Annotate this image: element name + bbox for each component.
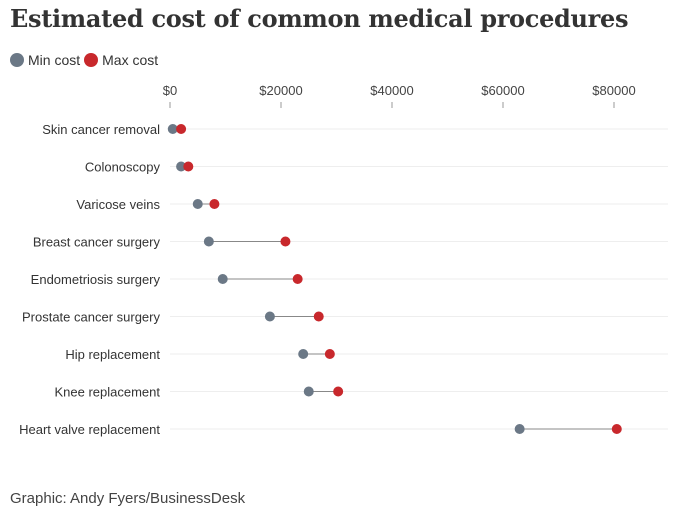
min-cost-point — [264, 311, 275, 322]
max-cost-point — [292, 274, 303, 284]
min-cost-point — [167, 124, 178, 134]
min-cost-point — [514, 424, 525, 434]
category-label: Endometriosis surgery — [31, 272, 161, 287]
max-cost-point — [313, 311, 324, 322]
category-label: Colonoscopy — [85, 160, 161, 175]
max-cost-point — [176, 124, 187, 134]
dumbbell-chart: $0 $20000 $40000 $60000 $80000 Skin cancer re… — [19, 83, 668, 437]
min-cost-point — [176, 161, 187, 172]
category-label: Breast cancer surgery — [33, 235, 161, 250]
legend: Min cost Max cost — [10, 52, 162, 68]
legend-swatch-max — [84, 53, 99, 67]
min-cost-point — [192, 199, 203, 209]
x-tick-label: $0 — [163, 83, 177, 98]
x-tick-label: $80000 — [592, 83, 635, 98]
max-cost-point — [183, 161, 194, 172]
legend-swatch-min — [10, 53, 24, 67]
max-cost-point — [209, 199, 220, 209]
max-cost-point — [333, 386, 344, 397]
min-cost-point — [217, 274, 228, 284]
category-label: Prostate cancer surgery — [22, 310, 161, 325]
legend-label-max: Max cost — [102, 52, 159, 68]
category-label: Skin cancer removal — [42, 122, 160, 137]
x-tick-label: $20000 — [259, 83, 302, 98]
chart-title: Estimated cost of common medical procedu… — [10, 4, 629, 33]
source-credit: Graphic: Andy Fyers/BusinessDesk — [10, 490, 246, 507]
max-cost-point — [611, 424, 622, 434]
legend-item-max: Max cost — [84, 52, 158, 68]
legend-label-min: Min cost — [28, 52, 81, 68]
category-label: Heart valve replacement — [19, 422, 160, 437]
legend-item-min: Min cost — [10, 52, 80, 68]
category-label: Knee replacement — [54, 385, 160, 400]
max-cost-point — [280, 236, 291, 247]
category-label: Varicose veins — [76, 197, 160, 212]
max-cost-point — [324, 349, 335, 359]
min-cost-point — [298, 349, 309, 359]
min-cost-point — [203, 236, 214, 247]
category-label: Hip replacement — [65, 347, 160, 362]
min-cost-point — [303, 386, 314, 397]
x-tick-label: $60000 — [481, 83, 524, 98]
x-tick-label: $40000 — [370, 83, 413, 98]
